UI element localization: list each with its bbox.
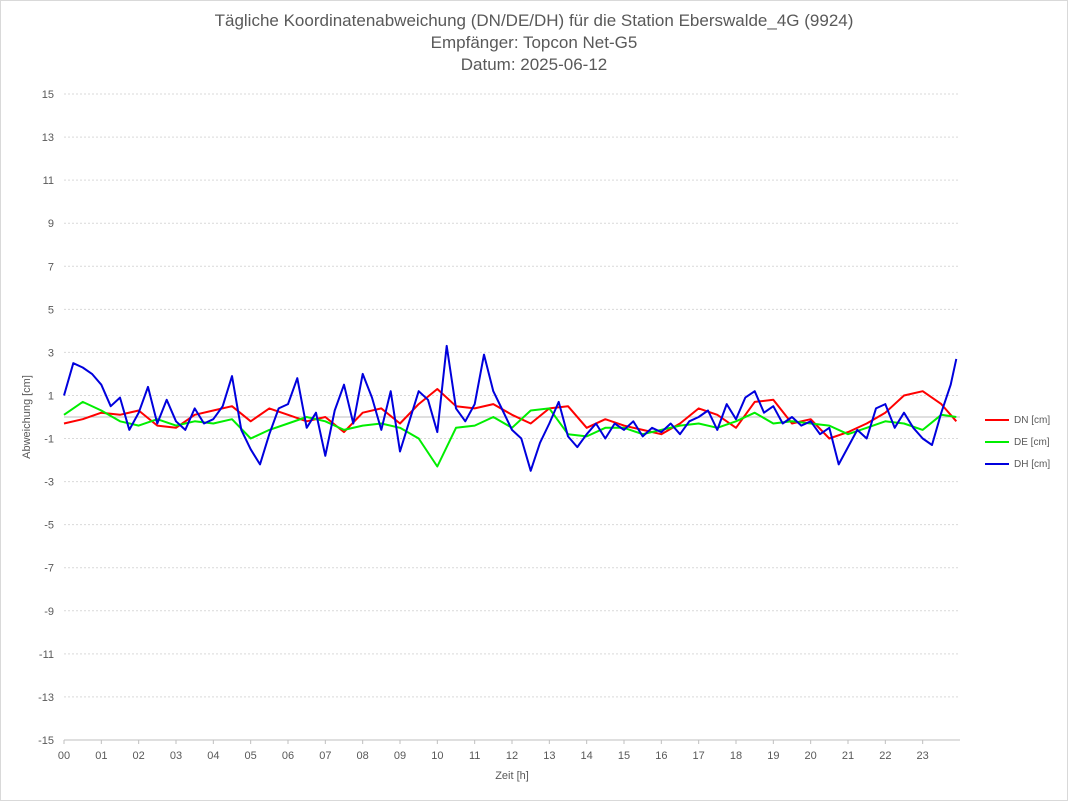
y-tick-label: 13 (42, 132, 54, 144)
y-tick-label: 7 (48, 261, 54, 273)
x-tick-label: 03 (170, 750, 182, 762)
legend-swatch-dn (985, 419, 1009, 421)
x-tick-label: 10 (431, 750, 443, 762)
x-tick-label: 19 (767, 750, 779, 762)
x-tick-label: 02 (133, 750, 145, 762)
y-tick-label: 11 (43, 175, 54, 187)
chart-title: Tägliche Koordinatenabweichung (DN/DE/DH… (214, 11, 854, 30)
y-tick-label: -13 (38, 692, 54, 704)
x-tick-label: 04 (207, 750, 219, 762)
chart-subtitle-receiver: Empfänger: Topcon Net-G5 (430, 33, 638, 52)
y-tick-label: -15 (38, 735, 54, 747)
series-line-de (63, 400, 957, 468)
x-tick-label: 07 (319, 750, 331, 762)
x-tick-label: 08 (357, 750, 369, 762)
x-tick-label: 00 (58, 750, 70, 762)
x-tick-label: 01 (95, 750, 107, 762)
y-tick-label: -11 (39, 649, 54, 661)
y-tick-label: -5 (44, 520, 54, 532)
chart-subtitle-date: Datum: 2025-06-12 (460, 55, 608, 74)
legend-item-de: DE [cm] (985, 431, 1050, 453)
series-line-dn (63, 388, 958, 440)
legend: DN [cm] DE [cm] DH [cm] (985, 409, 1050, 475)
y-tick-label: -1 (44, 434, 54, 446)
legend-swatch-dh (985, 463, 1009, 465)
x-tick-label: 14 (581, 750, 593, 762)
legend-label-de: DE [cm] (1014, 436, 1050, 448)
x-tick-label: 16 (655, 750, 667, 762)
x-tick-label: 06 (282, 750, 294, 762)
y-tick-label: 1 (48, 390, 54, 402)
legend-swatch-de (985, 441, 1009, 443)
x-tick-label: 13 (543, 750, 555, 762)
x-tick-label: 11 (469, 750, 480, 762)
x-tick-label: 15 (618, 750, 630, 762)
series-line-dh (63, 344, 958, 472)
y-tick-label: -9 (44, 606, 54, 618)
legend-label-dh: DH [cm] (1014, 458, 1051, 470)
y-tick-label: 5 (48, 304, 54, 316)
legend-item-dh: DH [cm] (985, 453, 1050, 475)
legend-label-dn: DN [cm] (1014, 414, 1051, 426)
x-tick-label: 05 (245, 750, 257, 762)
y-tick-label: 15 (42, 89, 54, 101)
x-tick-label: 12 (506, 750, 518, 762)
x-tick-label: 18 (730, 750, 742, 762)
legend-item-dn: DN [cm] (985, 409, 1050, 431)
x-axis-title: Zeit [h] (495, 770, 529, 782)
x-tick-label: 21 (842, 750, 854, 762)
y-tick-label: 3 (48, 347, 54, 359)
y-axis-title: Abweichung [cm] (21, 375, 33, 459)
y-tick-label: -3 (44, 477, 54, 489)
x-tick-label: 22 (879, 750, 891, 762)
x-tick-label: 23 (917, 750, 929, 762)
y-tick-label: 9 (48, 218, 54, 230)
y-tick-label: -7 (44, 563, 54, 575)
chart-title-block: Tägliche Koordinatenabweichung (DN/DE/DH… (0, 10, 1068, 76)
x-tick-label: 17 (693, 750, 705, 762)
x-tick-label: 09 (394, 750, 406, 762)
x-tick-label: 20 (805, 750, 817, 762)
